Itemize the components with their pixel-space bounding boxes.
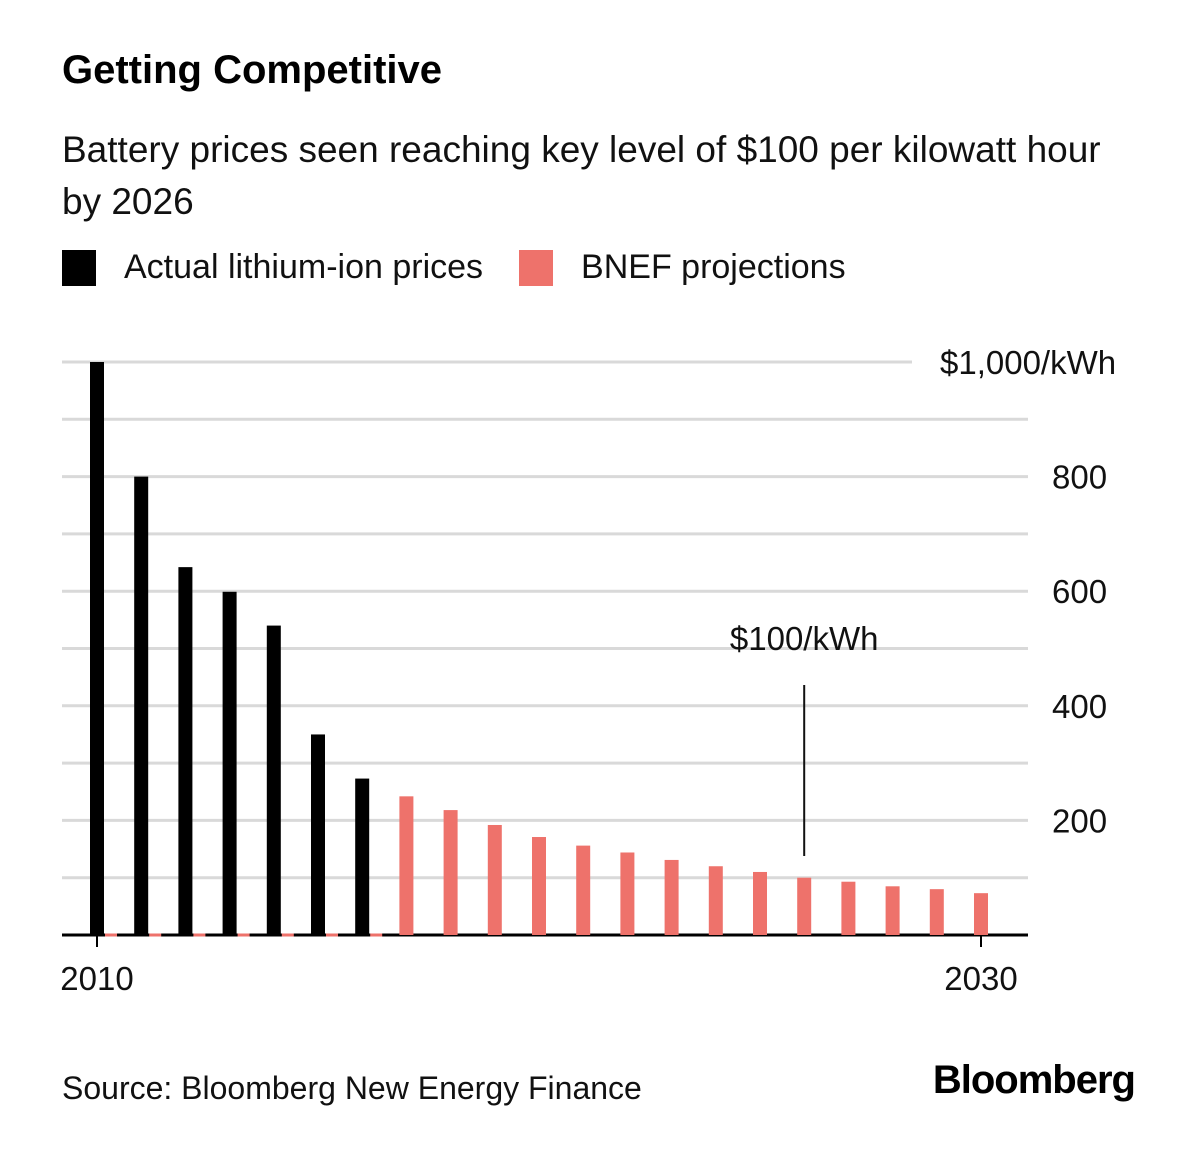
bar-projected <box>443 810 458 935</box>
legend-item-projected: BNEF projections <box>519 248 846 287</box>
bar-actual-empty <box>650 933 663 937</box>
bar-projected <box>797 877 812 935</box>
bar-projected <box>708 866 723 935</box>
bar-projected <box>664 859 679 935</box>
legend-label-projected: BNEF projections <box>581 248 846 286</box>
y-tick-label: 400 <box>1052 688 1107 725</box>
bar-projected <box>620 852 635 935</box>
bar-actual <box>355 778 370 935</box>
bar-actual <box>178 567 193 935</box>
chart-title: Getting Competitive <box>62 48 443 92</box>
bar-actual-empty <box>739 933 751 937</box>
bar-actual-empty <box>606 933 619 937</box>
bar-actual <box>266 625 281 935</box>
bar-projected <box>885 886 900 935</box>
bar-projected <box>974 893 988 935</box>
annotation-label: $100/kWh <box>730 620 879 657</box>
bar-projected <box>487 824 502 935</box>
bar-actual-empty <box>385 933 398 937</box>
y-tick-label: 200 <box>1052 802 1107 839</box>
bar-actual-empty <box>827 933 840 937</box>
bar-projected-empty <box>193 933 206 937</box>
x-tick-label: 2010 <box>60 960 133 997</box>
bar-actual-empty <box>960 933 972 937</box>
bar-actual-empty <box>562 933 575 937</box>
bar-projected-empty <box>281 933 294 937</box>
bar-actual <box>222 591 237 935</box>
bar-projected <box>841 881 856 935</box>
legend-item-actual: Actual lithium-ion prices <box>62 248 483 287</box>
bar-actual <box>134 476 149 935</box>
bar-actual-empty <box>871 933 884 937</box>
bar-actual-empty <box>518 933 530 937</box>
bar-actual-empty <box>429 933 442 937</box>
bar-projected <box>576 845 591 935</box>
bar-projected <box>399 796 414 935</box>
bar-actual-empty <box>915 933 928 937</box>
bar-actual-empty <box>783 933 796 937</box>
bar-actual-empty <box>473 933 486 937</box>
source-note: Source: Bloomberg New Energy Finance <box>62 1070 642 1106</box>
bar-projected-empty <box>105 933 117 937</box>
bloomberg-logo: Bloomberg <box>932 1058 1136 1102</box>
bar-projected-empty <box>370 933 383 937</box>
bar-projected-empty <box>149 933 162 937</box>
bar-actual <box>90 362 104 935</box>
legend-label-actual: Actual lithium-ion prices <box>124 248 484 286</box>
bar-actual-empty <box>694 933 707 937</box>
bar-projected <box>929 889 944 935</box>
y-tick-label: 800 <box>1052 459 1107 496</box>
legend-swatch-projected <box>519 249 554 286</box>
bar-chart: 200 400 600 800 $1,000/kWh 2010 2030 $100/kWh <box>60 344 1116 997</box>
bar-projected <box>753 871 767 935</box>
chart-subtitle: Battery prices seen reaching key level o… <box>62 129 1101 222</box>
x-tick-label: 2030 <box>944 960 1017 997</box>
legend-swatch-actual <box>62 249 96 286</box>
y-tick-label: $1,000/kWh <box>940 344 1116 381</box>
bar-projected-empty <box>326 933 338 937</box>
bar-actual <box>311 734 325 935</box>
bar-projected-empty <box>237 933 250 937</box>
legend: Actual lithium-ion prices BNEF projectio… <box>62 248 882 287</box>
y-tick-label: 600 <box>1052 573 1107 610</box>
bar-projected <box>532 837 546 935</box>
